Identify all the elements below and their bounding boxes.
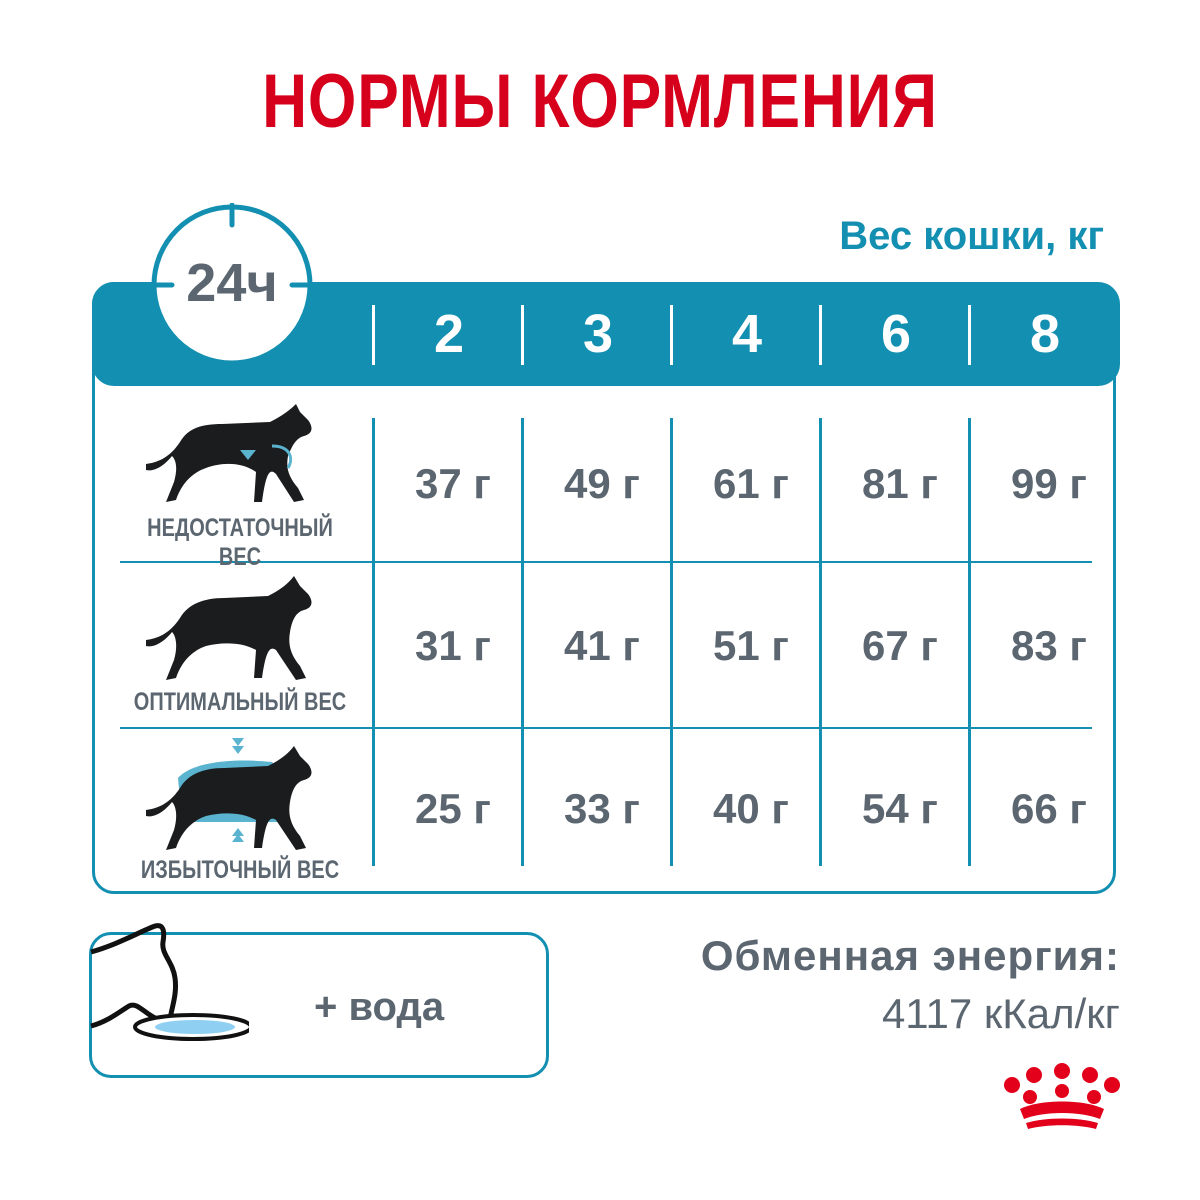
column-divider	[670, 418, 673, 866]
cat-underweight-icon	[146, 404, 312, 502]
column-divider	[372, 418, 375, 866]
column-divider	[819, 418, 822, 866]
table-cell: 41 г	[564, 622, 640, 669]
table-cell: 40 г	[713, 785, 789, 832]
column-header-8kg: 8	[1029, 304, 1061, 364]
header-separator	[819, 305, 822, 365]
cat-optimal-icon	[146, 576, 312, 680]
energy-label: Обменная энергия:	[700, 932, 1120, 979]
period-badge: 24ч	[186, 253, 278, 313]
column-header-6kg: 6	[880, 304, 912, 364]
column-divider	[968, 418, 971, 866]
row-label-optimal: ОПТИМАЛЬНЫЙ ВЕС	[133, 688, 347, 716]
column-header-4kg: 4	[731, 304, 763, 364]
table-cell: 51 г	[713, 622, 789, 669]
table-cell: 25 г	[415, 785, 491, 832]
column-header-3kg: 3	[582, 304, 614, 364]
table-cell: 49 г	[564, 460, 640, 507]
cat-drinking-icon	[90, 923, 249, 1041]
column-divider	[521, 418, 524, 866]
clock-24h-icon	[150, 203, 314, 366]
royal-canin-crown-logo	[1004, 1063, 1120, 1129]
header-separator	[372, 305, 375, 365]
table-cell: 54 г	[862, 785, 938, 832]
table-cell: 61 г	[713, 460, 789, 507]
header-separator	[968, 305, 971, 365]
cat-overweight-icon	[146, 738, 312, 850]
table-cell: 33 г	[564, 785, 640, 832]
table-cell: 37 г	[415, 460, 491, 507]
water-label: + вода	[314, 985, 445, 1029]
weight-header: Вес кошки, кг	[839, 214, 1104, 258]
row-label-overweight: ИЗБЫТОЧНЫЙ ВЕС	[140, 856, 340, 884]
energy-value: 4117 кКал/кг	[881, 990, 1120, 1037]
table-cell: 31 г	[415, 622, 491, 669]
table-cell: 66 г	[1011, 785, 1087, 832]
row-label-underweight: НЕДОСТАТОЧНЫЙ ВЕС	[147, 514, 333, 571]
row-divider	[120, 727, 1092, 729]
table-cell: 83 г	[1011, 622, 1087, 669]
row-divider	[120, 561, 1092, 563]
table-cell: 67 г	[862, 622, 938, 669]
table-cell: 81 г	[862, 460, 938, 507]
header-separator	[521, 305, 524, 365]
column-header-2kg: 2	[433, 304, 465, 364]
water-box	[89, 932, 549, 1078]
header-separator	[670, 305, 673, 365]
table-cell: 99 г	[1011, 460, 1087, 507]
page-title: НОРМЫ КОРМЛЕНИЯ	[262, 59, 938, 144]
